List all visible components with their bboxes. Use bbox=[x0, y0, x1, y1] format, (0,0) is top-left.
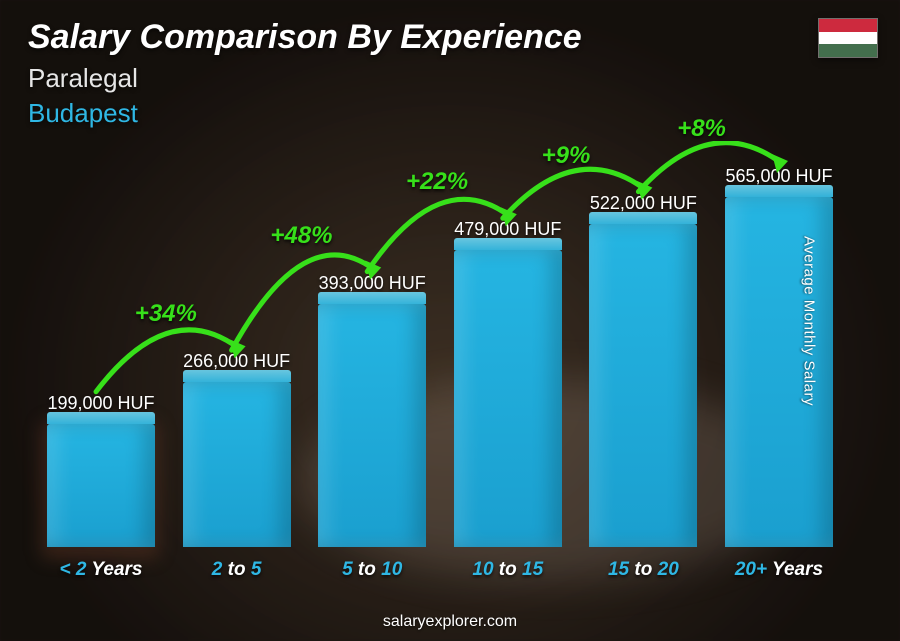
bar bbox=[589, 224, 697, 547]
bar bbox=[183, 382, 291, 547]
x-axis-label: 20+ Years bbox=[718, 559, 840, 581]
bar-group: 565,000 HUF bbox=[718, 166, 840, 547]
bar-group: 393,000 HUF bbox=[311, 273, 433, 547]
footer-source: salaryexplorer.com bbox=[0, 613, 900, 631]
bar-group: 199,000 HUF bbox=[40, 393, 162, 547]
bar-value-label: 393,000 HUF bbox=[319, 273, 426, 294]
flag-stripe-white bbox=[819, 32, 877, 45]
x-axis-label: 5 to 10 bbox=[311, 559, 433, 581]
x-labels-container: < 2 Years 2 to 5 5 to 10 10 to 15 15 to 20 20… bbox=[40, 559, 840, 581]
increase-label: +34% bbox=[135, 300, 197, 328]
bar-value-label: 479,000 HUF bbox=[454, 219, 561, 240]
increase-label: +48% bbox=[270, 222, 332, 250]
increase-label: +8% bbox=[677, 115, 726, 143]
hungary-flag-icon bbox=[818, 18, 878, 58]
bar bbox=[47, 424, 155, 547]
bar-value-label: 266,000 HUF bbox=[183, 351, 290, 372]
bars-container: 199,000 HUF 266,000 HUF 393,000 HUF 479,000… bbox=[40, 167, 840, 547]
flag-stripe-red bbox=[819, 19, 877, 32]
chart-subtitle-location: Budapest bbox=[28, 98, 582, 129]
chart-area: 199,000 HUF 266,000 HUF 393,000 HUF 479,000… bbox=[40, 141, 840, 581]
increase-label: +22% bbox=[406, 168, 468, 196]
flag-stripe-green bbox=[819, 44, 877, 57]
y-axis-label: Average Monthly Salary bbox=[801, 236, 818, 406]
bar-group: 479,000 HUF bbox=[447, 219, 569, 547]
header: Salary Comparison By Experience Paralega… bbox=[28, 18, 582, 129]
bar-value-label: 565,000 HUF bbox=[725, 166, 832, 187]
bar bbox=[318, 304, 426, 547]
x-axis-label: 10 to 15 bbox=[447, 559, 569, 581]
bar bbox=[454, 250, 562, 547]
bar-group: 266,000 HUF bbox=[176, 351, 298, 547]
bar-value-label: 522,000 HUF bbox=[590, 193, 697, 214]
increase-label: +9% bbox=[542, 142, 591, 170]
x-axis-label: 2 to 5 bbox=[176, 559, 298, 581]
bar-value-label: 199,000 HUF bbox=[47, 393, 154, 414]
chart-title: Salary Comparison By Experience bbox=[28, 18, 582, 57]
x-axis-label: 15 to 20 bbox=[582, 559, 704, 581]
chart-subtitle-role: Paralegal bbox=[28, 63, 582, 94]
x-axis-label: < 2 Years bbox=[40, 559, 162, 581]
bar-group: 522,000 HUF bbox=[582, 193, 704, 547]
